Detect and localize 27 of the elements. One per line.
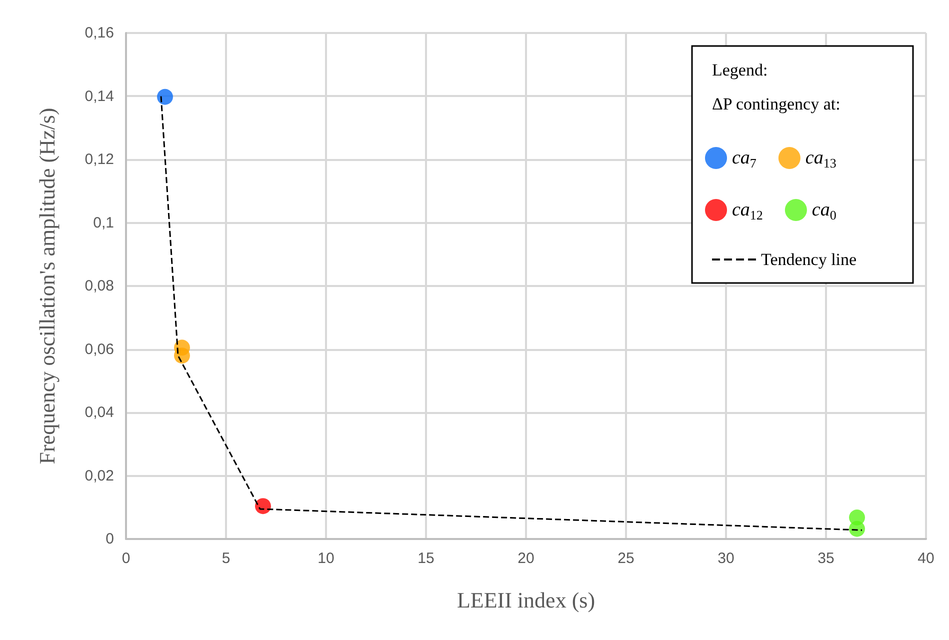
point (255, 498, 271, 514)
legend-title: ΔP contingency at: (712, 94, 840, 114)
x-tick-label: 35 (818, 550, 834, 567)
y-tick-label: 0 (106, 530, 114, 548)
y-tick-label: 0,02 (84, 467, 114, 484)
y-tick-label: 0,04 (84, 404, 114, 421)
x-axis-title: LEEII index (s) (456, 588, 596, 612)
x-tick-label: 40 (918, 550, 934, 567)
y-tick-label: 0,06 (84, 340, 114, 358)
x-tick-label: 20 (518, 550, 534, 567)
legend-label: Tendency line (761, 250, 857, 269)
x-tick-label: 10 (318, 550, 334, 567)
y-axis-title: Frequency oscillation's amplitude (Hz/s) (34, 108, 60, 464)
point (157, 88, 173, 105)
x-tick-label: 25 (618, 550, 634, 567)
y-tick-label: 0,12 (84, 151, 114, 168)
y-tick-label: 0,16 (84, 24, 114, 42)
y-tick-label: 0,08 (84, 278, 114, 294)
x-tick-label: 0 (122, 550, 130, 567)
y-tick-label: 0,1 (93, 214, 114, 232)
x-tick-label: 30 (718, 550, 734, 567)
y-tick-label: 0,14 (84, 88, 114, 105)
x-tick-label: 5 (222, 550, 230, 567)
x-tick-label: 15 (418, 550, 434, 567)
point (174, 348, 190, 364)
annotation: Legend: (712, 60, 768, 80)
point (849, 520, 865, 537)
